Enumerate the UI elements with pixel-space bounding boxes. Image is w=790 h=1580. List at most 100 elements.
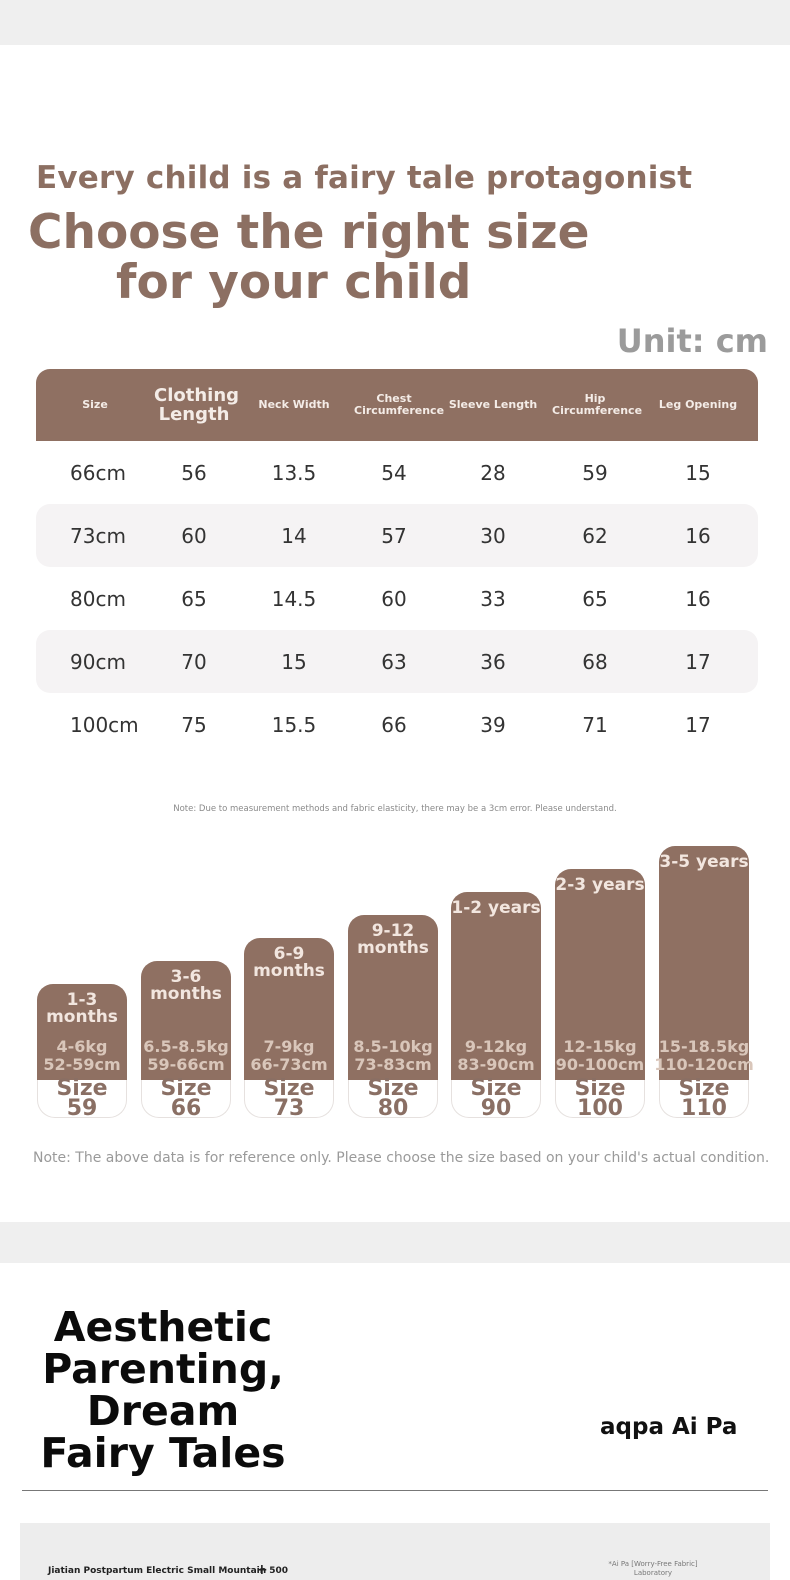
size-bar-measurements: 15-18.5kg 110-120cm bbox=[653, 1038, 755, 1074]
size-bar-height: 66-73cm bbox=[250, 1055, 328, 1074]
size-chart: 1-3 months 4-6kg 52-59cm Size 59 3-6 months 6… bbox=[37, 846, 754, 1119]
size-bar-weight: 8.5-10kg bbox=[353, 1037, 433, 1056]
size-bar-age: 1-2 years bbox=[451, 898, 541, 918]
size-bar-age: 9-12 months bbox=[357, 921, 429, 958]
size-bar: 2-3 years 12-15kg 90-100cm Size 100 bbox=[555, 869, 645, 1119]
cell-size: 90cm bbox=[70, 649, 126, 674]
page-headline: Choose the right size for your child bbox=[28, 205, 590, 308]
size-bar-height: 52-59cm bbox=[43, 1055, 121, 1074]
size-bar-age: 1-3 months bbox=[46, 990, 118, 1027]
size-bar-label: Size 80 bbox=[348, 1077, 438, 1119]
size-bar-measurements: 6.5-8.5kg 59-66cm bbox=[135, 1038, 237, 1074]
size-bar-measurements: 12-15kg 90-100cm bbox=[549, 1038, 651, 1074]
cell-neck-width: 13.5 bbox=[271, 460, 317, 485]
size-bar-label: Size 110 bbox=[659, 1077, 749, 1119]
cell-hip: 68 bbox=[582, 649, 608, 674]
size-bar-measurements: 9-12kg 83-90cm bbox=[445, 1038, 547, 1074]
header-size: Size bbox=[82, 398, 108, 411]
size-bar-fill: 1-3 months 4-6kg 52-59cm bbox=[37, 984, 127, 1080]
header-clothing-length: Clothing Length bbox=[154, 385, 240, 425]
size-table: Size Clothing Length Neck Width Chest Ci… bbox=[36, 369, 758, 756]
reference-note: Note: The above data is for reference on… bbox=[33, 1150, 770, 1166]
cell-chest: 63 bbox=[381, 649, 407, 674]
size-bar-height: 90-100cm bbox=[555, 1055, 645, 1074]
size-bar-age: 3-6 months bbox=[150, 967, 222, 1004]
size-bar-weight: 12-15kg bbox=[563, 1037, 637, 1056]
table-row: 66cm 56 13.5 54 28 59 15 bbox=[36, 441, 758, 504]
size-bar-fill: 3-6 months 6.5-8.5kg 59-66cm bbox=[141, 961, 231, 1080]
header-sleeve: Sleeve Length bbox=[448, 398, 538, 411]
brand-name: aqpa Ai Pa bbox=[600, 1414, 738, 1440]
size-bar-fill: 3-5 years 15-18.5kg 110-120cm bbox=[654, 846, 754, 1080]
cell-clothing-length: 65 bbox=[181, 586, 207, 611]
cell-clothing-length: 56 bbox=[181, 460, 207, 485]
size-bar: 6-9 months 7-9kg 66-73cm Size 73 bbox=[244, 938, 334, 1119]
cell-neck-width: 15.5 bbox=[271, 712, 317, 737]
table-row: 100cm 75 15.5 66 39 71 17 bbox=[36, 693, 758, 756]
cell-hip: 71 bbox=[582, 712, 608, 737]
header-hip: Hip Circumference bbox=[552, 392, 643, 417]
cell-clothing-length: 75 bbox=[181, 712, 207, 737]
table-body: 66cm 56 13.5 54 28 59 15 73cm 60 14 57 30 62 16 80cm 65… bbox=[36, 441, 758, 756]
table-header: Size Clothing Length Neck Width Chest Ci… bbox=[36, 369, 758, 441]
size-bar-fill: 2-3 years 12-15kg 90-100cm bbox=[555, 869, 645, 1080]
measurement-note: Note: Due to measurement methods and fab… bbox=[173, 804, 617, 814]
cell-size: 100cm bbox=[70, 712, 139, 737]
size-bar-measurements: 8.5-10kg 73-83cm bbox=[342, 1038, 444, 1074]
size-bar-height: 59-66cm bbox=[147, 1055, 225, 1074]
size-bar: 9-12 months 8.5-10kg 73-83cm Size 80 bbox=[348, 915, 438, 1119]
cell-size: 73cm bbox=[70, 523, 126, 548]
cell-sleeve: 36 bbox=[480, 649, 506, 674]
cell-leg-opening: 15 bbox=[685, 460, 711, 485]
size-bar-measurements: 4-6kg 52-59cm bbox=[31, 1038, 133, 1074]
cell-hip: 59 bbox=[582, 460, 608, 485]
table-row: 90cm 70 15 63 36 68 17 bbox=[36, 630, 758, 693]
cell-leg-opening: 16 bbox=[685, 523, 711, 548]
size-bar-weight: 4-6kg bbox=[56, 1037, 108, 1056]
cell-hip: 65 bbox=[582, 586, 608, 611]
cell-sleeve: 30 bbox=[480, 523, 506, 548]
size-bar-fill: 6-9 months 7-9kg 66-73cm bbox=[244, 938, 334, 1080]
cell-neck-width: 14.5 bbox=[271, 586, 317, 611]
cell-leg-opening: 17 bbox=[685, 712, 711, 737]
divider-line bbox=[22, 1490, 768, 1491]
size-bar-weight: 7-9kg bbox=[263, 1037, 315, 1056]
cell-neck-width: 14 bbox=[281, 523, 307, 548]
size-bar: 3-5 years 15-18.5kg 110-120cm Size 110 bbox=[654, 846, 754, 1119]
cell-chest: 60 bbox=[381, 586, 407, 611]
cell-clothing-length: 60 bbox=[181, 523, 207, 548]
top-band bbox=[0, 0, 790, 45]
header-leg-opening: Leg Opening bbox=[658, 398, 738, 411]
unit-label: Unit: cm bbox=[616, 322, 768, 360]
footer-plus: + bbox=[256, 1562, 268, 1578]
size-bar-label: Size 66 bbox=[141, 1077, 231, 1119]
size-bar-height: 110-120cm bbox=[654, 1055, 754, 1074]
size-bar-height: 73-83cm bbox=[354, 1055, 432, 1074]
cell-leg-opening: 17 bbox=[685, 649, 711, 674]
size-bar: 1-2 years 9-12kg 83-90cm Size 90 bbox=[451, 892, 541, 1119]
cell-chest: 54 bbox=[381, 460, 407, 485]
section-divider-band bbox=[0, 1222, 790, 1263]
cell-sleeve: 33 bbox=[480, 586, 506, 611]
size-bar-weight: 9-12kg bbox=[464, 1037, 528, 1056]
brand-slogan: Aesthetic Parenting, Dream Fairy Tales bbox=[40, 1303, 286, 1477]
cell-hip: 62 bbox=[582, 523, 608, 548]
footer-lab-text: *Ai Pa [Worry-Free Fabric] Laboratory bbox=[608, 1560, 698, 1577]
table-row: 80cm 65 14.5 60 33 65 16 bbox=[36, 567, 758, 630]
cell-size: 80cm bbox=[70, 586, 126, 611]
size-bar-weight: 6.5-8.5kg bbox=[143, 1037, 229, 1056]
footer-product-text: Jiatian Postpartum Electric Small Mounta… bbox=[48, 1566, 289, 1576]
tagline: Every child is a fairy tale protagonist bbox=[36, 160, 693, 196]
headline-line-1: Choose the right size bbox=[28, 205, 590, 260]
cell-chest: 57 bbox=[381, 523, 407, 548]
header-chest: Chest Circumference bbox=[354, 392, 445, 417]
size-bar: 1-3 months 4-6kg 52-59cm Size 59 bbox=[37, 984, 127, 1119]
cell-sleeve: 28 bbox=[480, 460, 506, 485]
size-bar-height: 83-90cm bbox=[457, 1055, 535, 1074]
size-bar-fill: 9-12 months 8.5-10kg 73-83cm bbox=[348, 915, 438, 1080]
size-bar-label: Size 73 bbox=[244, 1077, 334, 1119]
header-neck-width: Neck Width bbox=[258, 398, 330, 411]
size-bar-label: Size 59 bbox=[37, 1077, 127, 1119]
cell-neck-width: 15 bbox=[281, 649, 307, 674]
size-bar-label: Size 90 bbox=[451, 1077, 541, 1119]
